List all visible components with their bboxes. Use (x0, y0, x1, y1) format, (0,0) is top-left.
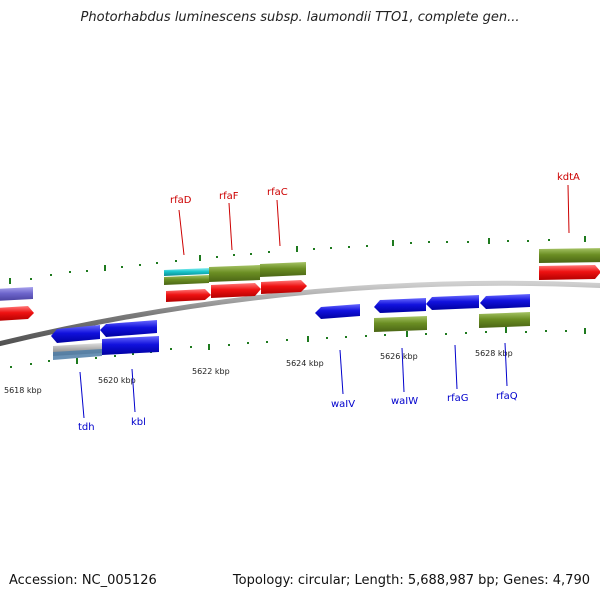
scale-label-5624: 5624 kbp (286, 359, 324, 368)
cds-olive-rfaF[interactable] (209, 265, 260, 282)
cds-olive-kdtA[interactable] (539, 248, 600, 263)
gene-label-rfaC[interactable]: rfaC (267, 187, 288, 198)
cds-olive-rfaD[interactable] (164, 275, 209, 285)
cds-olive-rfaC[interactable] (260, 262, 306, 277)
reverse-strand-features (51, 294, 530, 360)
cds-blue-kbl-lower[interactable] (102, 336, 159, 355)
scale-label-5628: 5628 kbp (475, 349, 513, 358)
topology-label: Topology: circular; Length: 5,688,987 bp… (232, 573, 590, 588)
scale-label-5620: 5620 kbp (98, 376, 136, 385)
cds-red-rfaD[interactable] (166, 289, 211, 302)
cds-blue-tdh[interactable] (51, 325, 100, 343)
cds-blue-rfaG[interactable] (426, 295, 479, 310)
cds-blue-rfaQ[interactable] (480, 294, 530, 309)
gene-label-rfaG[interactable]: rfaG (447, 393, 469, 404)
label-leaders (79, 184, 570, 419)
cds-red-rfaF[interactable] (211, 283, 261, 298)
cds-cyan[interactable] (164, 268, 209, 276)
cds-purple-left[interactable] (0, 287, 33, 301)
gene-label-rfaD[interactable]: rfaD (170, 195, 192, 206)
map-title: Photorhabdus luminescens subsp. laumondi… (80, 10, 520, 25)
gene-label-tdh[interactable]: tdh (78, 422, 95, 433)
cds-red-left[interactable] (0, 306, 34, 321)
cds-red-rfaC[interactable] (261, 280, 307, 294)
scale-label-5622: 5622 kbp (192, 367, 230, 376)
gene-label-rfaF[interactable]: rfaF (219, 191, 239, 202)
gene-label-waIV[interactable]: waIV (331, 399, 355, 410)
top-tick-ring (9, 236, 586, 284)
gene-label-kbl[interactable]: kbl (131, 417, 146, 428)
forward-strand-features (0, 248, 600, 321)
cds-olive-waIW[interactable] (374, 316, 427, 332)
scale-label-5626: 5626 kbp (380, 352, 418, 361)
cds-steel-tdh[interactable] (53, 349, 102, 360)
gene-label-rfaQ[interactable]: rfaQ (496, 391, 518, 402)
cds-blue-waIW[interactable] (374, 298, 426, 313)
cds-red-kdtA[interactable] (539, 265, 600, 280)
cds-olive-rfaQ[interactable] (479, 312, 530, 328)
cds-blue-waIV[interactable] (315, 304, 360, 319)
cds-blue-kbl[interactable] (100, 320, 157, 337)
accession-label: Accession: NC_005126 (9, 573, 157, 588)
gene-label-kdtA[interactable]: kdtA (557, 172, 580, 183)
scale-label-5618: 5618 kbp (4, 386, 42, 395)
genome-backbone (0, 280, 600, 347)
gene-label-waIW[interactable]: waIW (391, 396, 418, 407)
